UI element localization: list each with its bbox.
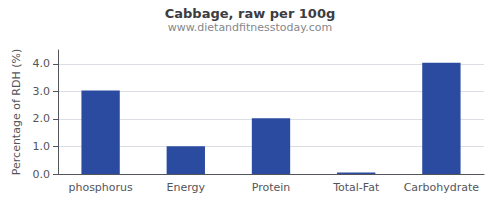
svg-text:4.0: 4.0 [33, 57, 51, 70]
svg-text:1.0: 1.0 [33, 140, 51, 153]
svg-text:3.0: 3.0 [33, 85, 51, 98]
svg-text:2.0: 2.0 [33, 112, 51, 125]
svg-text:Percentage of RDH (%): Percentage of RDH (%) [10, 49, 23, 175]
svg-text:Protein: Protein [252, 181, 291, 194]
svg-text:Total-Fat: Total-Fat [332, 181, 380, 194]
svg-text:Cabbage, raw per 100g: Cabbage, raw per 100g [165, 6, 336, 21]
svg-text:0.0: 0.0 [33, 168, 51, 181]
svg-text:Carbohydrate: Carbohydrate [404, 181, 480, 194]
svg-text:phosphorus: phosphorus [68, 181, 133, 194]
svg-text:Energy: Energy [167, 181, 206, 194]
svg-text:www.dietandfitnesstoday.com: www.dietandfitnesstoday.com [168, 21, 332, 34]
